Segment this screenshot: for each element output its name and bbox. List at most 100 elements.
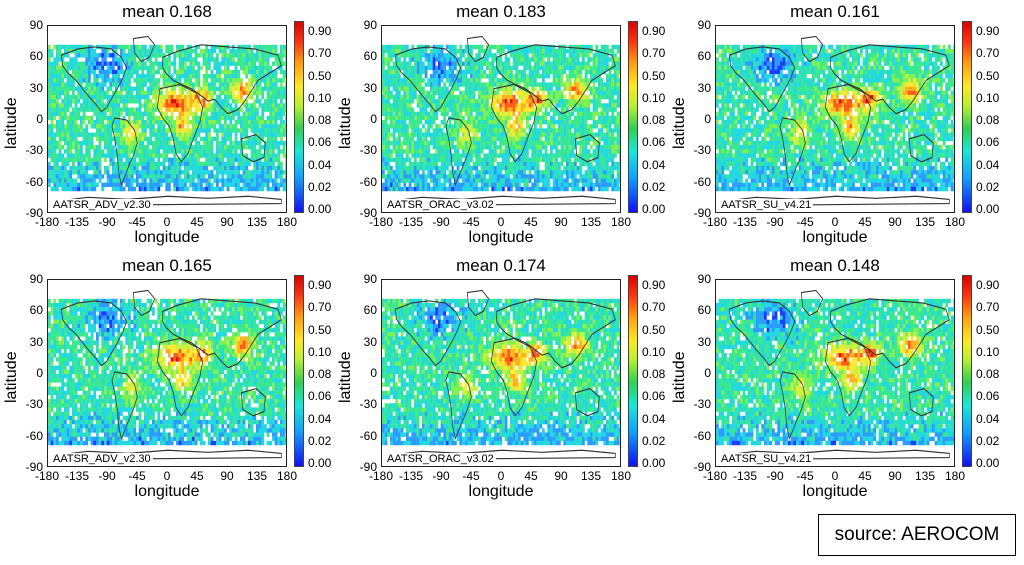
- x-tick-label: -90: [432, 215, 450, 229]
- coastline: [490, 337, 538, 417]
- coastline: [779, 371, 806, 441]
- aod-field: [48, 289, 286, 461]
- aod-map: AATSR_ADV_v2.30: [47, 25, 287, 213]
- y-tick-label: 90: [363, 272, 377, 286]
- colorbar: [628, 275, 638, 467]
- x-tick-label: 45: [858, 215, 872, 229]
- coastline: [908, 388, 934, 417]
- colorbar-tick-label: 0.04: [642, 157, 666, 172]
- x-tick-label: -45: [462, 215, 480, 229]
- coastline: [54, 195, 282, 207]
- y-tick-label: 60: [697, 303, 711, 318]
- y-tick-label: -60: [359, 174, 377, 189]
- panel-title: mean 0.174: [456, 256, 546, 275]
- x-tick-label: -180: [34, 215, 60, 229]
- dataset-label: AATSR_ORAC_v3.02: [385, 199, 496, 211]
- colorbar-tick-label: 0.00: [642, 456, 666, 470]
- colorbar-tick-label: 0.50: [976, 68, 1000, 83]
- colorbar-tick-label: 0.04: [642, 411, 666, 426]
- colorbar-tick-label: 0.10: [642, 90, 666, 105]
- colorbar-tick-label: 0.00: [976, 456, 1000, 470]
- y-tick-label: 90: [363, 18, 377, 32]
- y-tick-label: -30: [693, 143, 711, 158]
- x-tick-label: 90: [220, 469, 234, 483]
- y-tick-label: 0: [36, 366, 43, 380]
- colorbar-tick-label: 0.06: [642, 135, 666, 150]
- y-axis-label: latitude: [671, 97, 688, 149]
- coastline: [466, 289, 490, 317]
- x-tick-label: 45: [524, 469, 538, 483]
- coastline: [394, 300, 462, 367]
- x-tick-label: 135: [580, 215, 602, 229]
- colorbar-tick-label: 0.04: [308, 411, 332, 426]
- y-tick-label: -90: [693, 206, 711, 220]
- aod-field: [716, 289, 954, 461]
- panel-title: mean 0.168: [122, 2, 212, 21]
- coastline: [800, 35, 824, 63]
- x-tick-label: 180: [276, 469, 298, 483]
- x-tick-label: 90: [888, 469, 902, 483]
- colorbar-tick-label: 0.90: [642, 24, 666, 38]
- y-tick-label: 60: [29, 303, 43, 318]
- aod-map: AATSR_SU_v4.21: [715, 25, 955, 213]
- colorbar-tick-label: 0.50: [976, 322, 1000, 337]
- colorbar-tick-label: 0.10: [976, 90, 1000, 105]
- coastline: [388, 449, 616, 461]
- source-label: source: AEROCOM: [834, 524, 1000, 545]
- x-tick-label: 45: [524, 215, 538, 229]
- colorbar-tick-label: 0.08: [308, 113, 332, 127]
- y-tick-label: -30: [693, 397, 711, 412]
- aod-field: [716, 35, 954, 207]
- y-tick-label: 0: [370, 112, 377, 126]
- x-tick-label: 0: [831, 469, 839, 483]
- colorbar-tick-label: 0.00: [976, 202, 1000, 216]
- y-tick-label: 30: [697, 334, 711, 349]
- x-tick-label: -180: [702, 215, 728, 229]
- x-tick-label: 135: [246, 469, 268, 483]
- y-tick-label: 60: [29, 49, 43, 64]
- x-tick-label: -45: [796, 215, 814, 229]
- y-tick-label: -60: [359, 428, 377, 443]
- x-tick-label: 135: [580, 469, 602, 483]
- x-tick-label: 180: [944, 215, 966, 229]
- x-tick-label: -135: [732, 469, 758, 483]
- colorbar: [962, 21, 972, 213]
- x-tick-label: -90: [432, 469, 450, 483]
- x-axis-label: longitude: [802, 483, 868, 500]
- colorbar-tick-label: 0.70: [308, 46, 332, 61]
- x-tick-label: 135: [914, 215, 936, 229]
- colorbar-tick-label: 0.10: [976, 344, 1000, 359]
- x-tick-label: -135: [64, 469, 90, 483]
- x-tick-label: -45: [128, 215, 146, 229]
- coastline: [574, 134, 600, 163]
- y-tick-label: -90: [359, 460, 377, 474]
- y-axis-label: latitude: [3, 97, 20, 149]
- y-tick-label: 60: [363, 49, 377, 64]
- x-tick-label: 180: [276, 215, 298, 229]
- coastline: [496, 44, 616, 115]
- coastline: [722, 449, 950, 461]
- coastline: [779, 117, 806, 187]
- y-tick-label: -30: [359, 397, 377, 412]
- colorbar-tick-label: 0.02: [308, 179, 332, 194]
- coastline: [60, 300, 128, 367]
- colorbar-tick-label: 0.02: [308, 433, 332, 448]
- coastline: [824, 337, 872, 417]
- coastline: [111, 117, 138, 187]
- dataset-label: AATSR_ADV_v2.30: [51, 453, 153, 465]
- colorbar-tick-label: 0.08: [976, 113, 1000, 127]
- aod-map: AATSR_ORAC_v3.02: [381, 25, 621, 213]
- colorbar-tick-label: 0.10: [308, 344, 332, 359]
- coastline: [728, 46, 796, 113]
- colorbar-tick-label: 0.70: [642, 46, 666, 61]
- colorbar-tick-label: 0.02: [642, 433, 666, 448]
- x-tick-label: 0: [497, 469, 505, 483]
- coastline: [132, 289, 156, 317]
- x-tick-label: 45: [190, 215, 204, 229]
- colorbar-tick-label: 0.00: [308, 202, 332, 216]
- colorbar-tick-label: 0.50: [308, 68, 332, 83]
- x-tick-label: -135: [398, 215, 424, 229]
- coastline: [722, 195, 950, 207]
- y-tick-label: 90: [697, 272, 711, 286]
- colorbar-tick-label: 0.08: [976, 367, 1000, 381]
